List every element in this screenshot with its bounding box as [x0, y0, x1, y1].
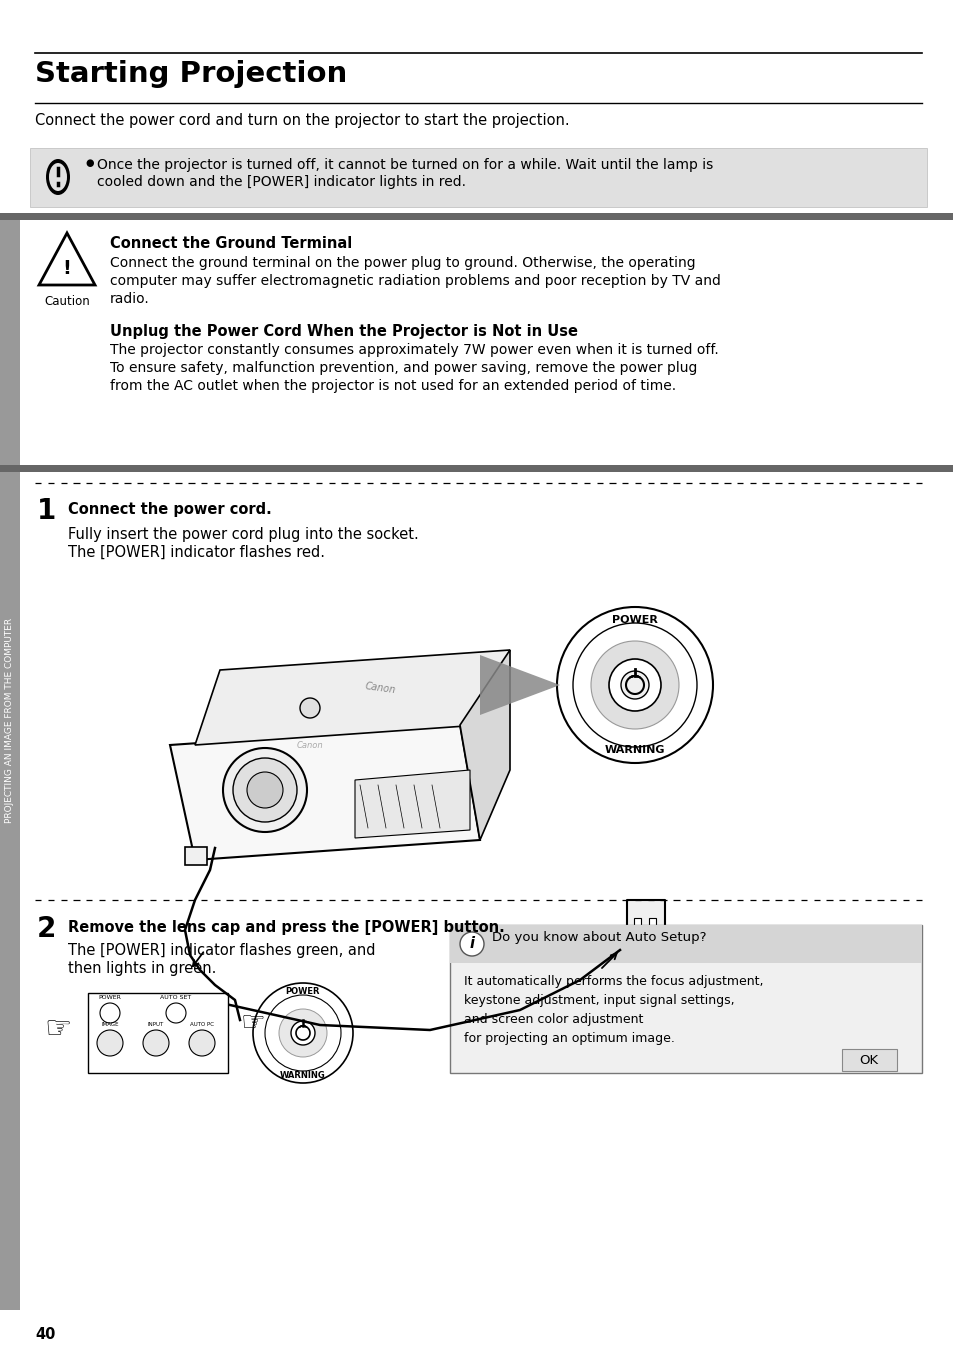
Text: WARNING: WARNING: [280, 1071, 326, 1079]
Bar: [626, 900, 664, 955]
Text: Canon: Canon: [296, 741, 323, 749]
Bar: [185, 846, 207, 865]
Circle shape: [97, 1030, 123, 1056]
Text: Connect the power cord and turn on the projector to start the projection.: Connect the power cord and turn on the p…: [35, 114, 569, 128]
Circle shape: [299, 698, 319, 718]
Circle shape: [620, 671, 648, 699]
Circle shape: [166, 1003, 186, 1023]
Text: Connect the Ground Terminal: Connect the Ground Terminal: [110, 237, 352, 251]
Text: ☞: ☞: [44, 1015, 71, 1045]
Polygon shape: [39, 233, 95, 285]
Text: ☞: ☞: [240, 1009, 265, 1037]
Text: Canon: Canon: [364, 681, 395, 695]
Text: OK: OK: [859, 1053, 878, 1067]
Text: keystone adjustment, input signal settings,: keystone adjustment, input signal settin…: [463, 994, 734, 1007]
Text: !: !: [63, 260, 71, 279]
Bar: [634, 918, 640, 932]
Text: for projecting an optimum image.: for projecting an optimum image.: [463, 1032, 674, 1045]
Polygon shape: [194, 650, 510, 745]
Circle shape: [189, 1030, 214, 1056]
Text: To ensure safety, malfunction prevention, and power saving, remove the power plu: To ensure safety, malfunction prevention…: [110, 361, 697, 375]
Bar: [0, 465, 953, 472]
Circle shape: [278, 1009, 327, 1057]
Polygon shape: [170, 725, 479, 860]
Circle shape: [291, 1021, 314, 1045]
Polygon shape: [459, 650, 510, 840]
Text: 40: 40: [35, 1328, 55, 1343]
Text: Do you know about Auto Setup?: Do you know about Auto Setup?: [492, 932, 706, 945]
Text: AUTO SET: AUTO SET: [160, 995, 192, 1000]
Bar: [450, 925, 921, 1073]
Circle shape: [253, 983, 353, 1083]
Text: INPUT: INPUT: [148, 1022, 164, 1028]
Text: computer may suffer electromagnetic radiation problems and poor reception by TV : computer may suffer electromagnetic radi…: [110, 274, 720, 288]
Text: PROJECTING AN IMAGE FROM THE COMPUTER: PROJECTING AN IMAGE FROM THE COMPUTER: [6, 618, 14, 822]
Circle shape: [100, 1003, 120, 1023]
Polygon shape: [355, 771, 470, 838]
Text: The [POWER] indicator flashes green, and: The [POWER] indicator flashes green, and: [68, 942, 375, 959]
Circle shape: [459, 932, 483, 956]
Circle shape: [233, 758, 296, 822]
Text: Remove the lens cap and press the [POWER] button.: Remove the lens cap and press the [POWER…: [68, 919, 504, 936]
Text: cooled down and the [POWER] indicator lights in red.: cooled down and the [POWER] indicator li…: [97, 174, 465, 189]
Text: i: i: [469, 936, 474, 950]
Text: IMAGE: IMAGE: [101, 1022, 118, 1028]
Circle shape: [557, 607, 712, 763]
Text: AUTO PC: AUTO PC: [190, 1022, 213, 1028]
Circle shape: [247, 772, 283, 808]
Bar: [841, 1049, 896, 1071]
Circle shape: [573, 623, 697, 748]
Bar: [88, 992, 228, 1073]
Bar: [450, 925, 921, 963]
Text: radio.: radio.: [110, 292, 150, 306]
Ellipse shape: [46, 160, 70, 195]
Text: Connect the ground terminal on the power plug to ground. Otherwise, the operatin: Connect the ground terminal on the power…: [110, 256, 695, 270]
Bar: [648, 918, 656, 932]
Text: 1: 1: [37, 498, 56, 525]
Text: and screen color adjustment: and screen color adjustment: [463, 1013, 642, 1026]
Text: from the AC outlet when the projector is not used for an extended period of time: from the AC outlet when the projector is…: [110, 379, 676, 393]
Circle shape: [265, 995, 340, 1071]
Circle shape: [143, 1030, 169, 1056]
Ellipse shape: [49, 164, 67, 191]
Circle shape: [608, 658, 660, 711]
Text: 2: 2: [37, 915, 56, 942]
Text: WARNING: WARNING: [604, 745, 664, 754]
Text: Starting Projection: Starting Projection: [35, 59, 347, 88]
Circle shape: [590, 641, 679, 729]
Text: Unplug the Power Cord When the Projector is Not in Use: Unplug the Power Cord When the Projector…: [110, 324, 578, 339]
Circle shape: [223, 748, 307, 831]
Bar: [30, 147, 926, 207]
Text: The projector constantly consumes approximately 7W power even when it is turned : The projector constantly consumes approx…: [110, 343, 718, 357]
Bar: [0, 220, 20, 1310]
Text: then lights in green.: then lights in green.: [68, 961, 216, 976]
Text: POWER: POWER: [98, 995, 121, 1000]
Polygon shape: [479, 654, 559, 715]
Text: Fully insert the power cord plug into the socket.: Fully insert the power cord plug into th…: [68, 527, 418, 542]
Text: POWER: POWER: [612, 615, 658, 625]
Text: ●: ●: [85, 158, 93, 168]
Text: Once the projector is turned off, it cannot be turned on for a while. Wait until: Once the projector is turned off, it can…: [97, 158, 713, 172]
Text: The [POWER] indicator flashes red.: The [POWER] indicator flashes red.: [68, 545, 325, 560]
Text: It automatically performs the focus adjustment,: It automatically performs the focus adju…: [463, 975, 762, 988]
Text: Caution: Caution: [44, 295, 90, 308]
Text: POWER: POWER: [286, 987, 320, 995]
Bar: [0, 214, 953, 220]
Text: Connect the power cord.: Connect the power cord.: [68, 502, 272, 516]
